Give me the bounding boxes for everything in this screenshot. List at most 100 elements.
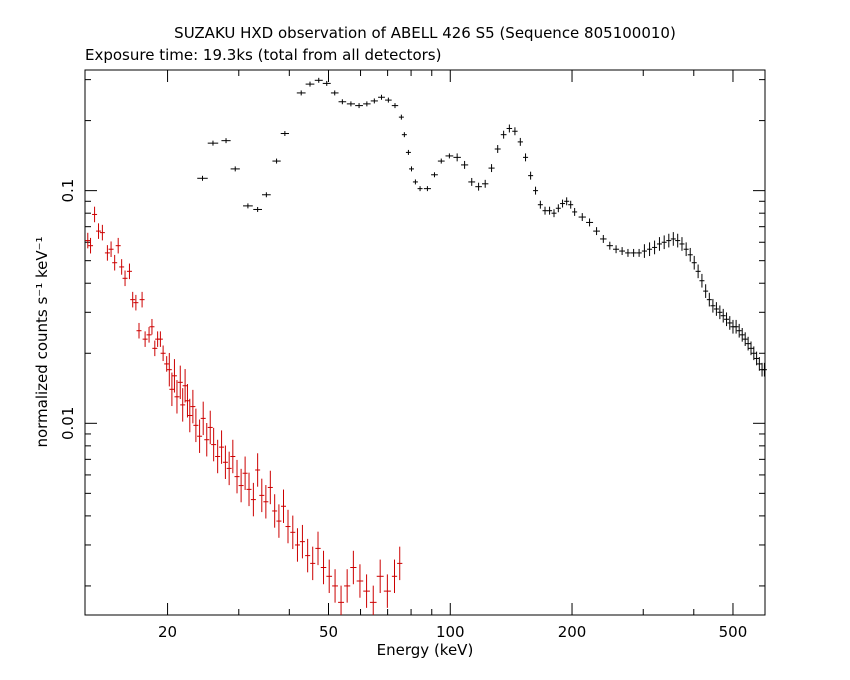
data-point: [423, 186, 431, 192]
data-point: [174, 380, 180, 414]
data-point: [488, 164, 495, 173]
data-point: [537, 200, 543, 209]
data-point: [99, 224, 105, 241]
data-point: [670, 232, 676, 246]
data-point: [115, 237, 121, 254]
data-point: [219, 430, 225, 464]
data-point: [112, 254, 118, 271]
data-point: [255, 453, 261, 487]
data-point: [250, 482, 256, 517]
data-point: [152, 340, 158, 357]
data-point: [378, 94, 385, 100]
data-point: [338, 99, 347, 105]
data-point: [391, 103, 399, 109]
data-point: [177, 365, 183, 400]
data-point: [739, 328, 745, 342]
data-point: [437, 158, 445, 164]
data-point: [376, 559, 384, 594]
data-point: [475, 182, 482, 191]
data-point: [727, 316, 733, 330]
data-point: [234, 459, 240, 494]
data-point: [528, 171, 534, 180]
data-point: [710, 298, 716, 313]
data-point: [281, 489, 287, 523]
data-point: [512, 127, 518, 136]
data-point: [149, 318, 155, 335]
data-point: [96, 223, 102, 239]
data-point: [299, 524, 305, 559]
data-point: [166, 352, 172, 387]
data-point: [211, 427, 217, 462]
data-point: [222, 445, 228, 479]
data-point: [280, 131, 290, 137]
data-point: [171, 359, 177, 393]
data-point: [636, 248, 642, 257]
data-point: [500, 130, 507, 139]
data-point: [104, 245, 110, 261]
data-point: [397, 546, 403, 581]
x-tick-label: 200: [558, 623, 587, 641]
plot-frame: [84, 69, 766, 616]
data-point: [431, 172, 438, 178]
data-point: [560, 199, 566, 208]
data-point: [187, 398, 193, 433]
data-point: [383, 574, 391, 608]
data-point: [578, 213, 586, 222]
data-point: [572, 207, 578, 216]
data-point: [699, 273, 705, 288]
data-point: [133, 294, 139, 311]
data-point: [215, 439, 221, 474]
data-point: [180, 388, 186, 422]
data-point: [586, 218, 594, 227]
data-point: [184, 384, 190, 418]
data-point: [221, 138, 231, 144]
y-tick-label: 0.01: [59, 407, 77, 440]
data-point: [533, 186, 539, 195]
data-point: [761, 362, 767, 377]
data-point: [547, 206, 553, 215]
data-point: [314, 77, 323, 83]
data-point: [276, 504, 282, 538]
data-point: [356, 564, 364, 598]
data-point: [230, 166, 240, 172]
x-tick-label: 20: [158, 623, 177, 641]
data-point: [363, 574, 370, 608]
data-point: [494, 145, 501, 153]
data-point: [272, 494, 278, 528]
data-point: [453, 153, 461, 162]
y-tick-label: 0.1: [59, 179, 77, 203]
data-point: [164, 356, 170, 372]
data-point: [290, 515, 296, 550]
data-point: [461, 160, 469, 169]
data-point: [182, 369, 188, 403]
data-point: [263, 485, 269, 519]
data-point: [294, 528, 300, 562]
data-point: [326, 559, 333, 594]
data-point: [370, 98, 378, 104]
data-point: [745, 336, 751, 351]
data-point: [88, 237, 94, 254]
data-point: [350, 550, 357, 585]
data-point: [733, 319, 739, 334]
data-point: [756, 357, 762, 371]
data-point: [363, 101, 371, 107]
data-point: [230, 439, 236, 474]
data-point: [656, 237, 662, 251]
data-point: [246, 472, 252, 507]
x-tick-label: 50: [319, 623, 338, 641]
x-axis-label: Energy (keV): [377, 641, 474, 659]
series-2: [85, 206, 403, 615]
data-point: [305, 538, 311, 573]
data-point: [647, 242, 653, 257]
data-point: [412, 179, 418, 185]
data-point: [445, 153, 454, 159]
data-point: [724, 312, 730, 327]
data-point: [754, 351, 760, 366]
data-point: [706, 292, 712, 307]
data-point: [625, 248, 631, 257]
data-point: [142, 331, 148, 347]
data-point: [322, 80, 331, 86]
axis-ticks: [85, 70, 766, 615]
data-point: [666, 233, 672, 248]
